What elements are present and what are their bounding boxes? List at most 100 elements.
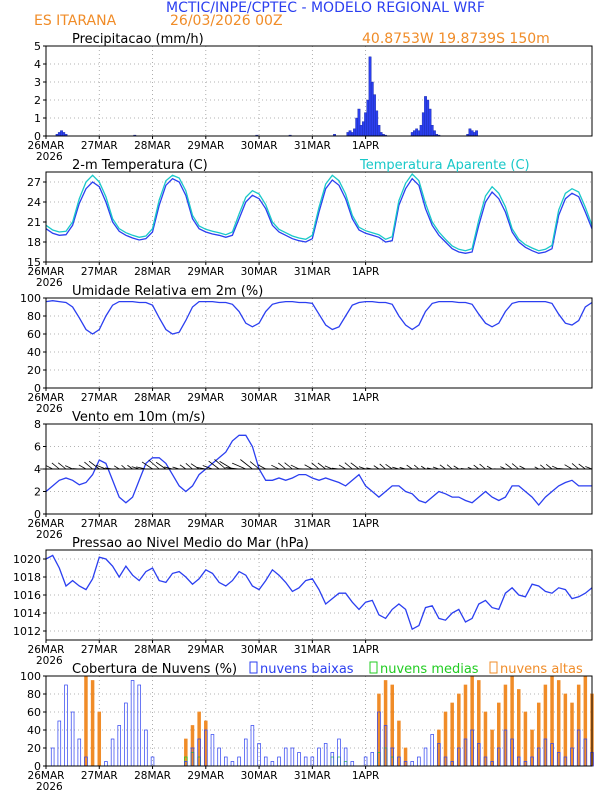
- cloud-bar-nuvens-baixas: [217, 747, 221, 767]
- wind-arrow: [439, 464, 446, 470]
- precip-ytick-label: 2: [34, 94, 41, 107]
- temp-xtick-label: 30MAR: [241, 266, 278, 278]
- cloud-bar-nuvens-baixas: [244, 738, 248, 767]
- clouds-xtick-label: 31MAR: [294, 770, 331, 782]
- temp-xtick-label: 28MAR: [134, 266, 171, 278]
- cloud-bar-nuvens-altas: [97, 711, 102, 767]
- temp-line-temperatura-aparente: [45, 172, 593, 252]
- wind-arrow: [304, 464, 313, 470]
- clouds-ytick-label: 20: [27, 742, 41, 755]
- cloud-bar-nuvens-baixas: [290, 747, 295, 767]
- cloud-bar-nuvens-altas: [503, 684, 508, 767]
- temp-year-label: 2026: [36, 277, 63, 289]
- wind-arrow: [214, 459, 227, 470]
- cloud-bar-nuvens-altas: [437, 729, 441, 767]
- wind-arrow: [479, 463, 486, 470]
- cloud-bar-nuvens-baixas: [70, 711, 75, 767]
- rh-ytick-label: 100: [20, 292, 41, 305]
- wind-arrow: [317, 462, 326, 470]
- cloud-bar-nuvens-baixas: [337, 738, 341, 767]
- wind-arrow: [121, 464, 127, 470]
- cloud-bar-nuvens-altas: [536, 702, 541, 767]
- rh-ytick-label: 40: [27, 346, 41, 359]
- clouds-title: Cobertura de Nuvens (%): [72, 662, 237, 677]
- cloud-bar-nuvens-baixas: [257, 743, 261, 767]
- wind-arrow: [564, 464, 573, 470]
- cloud-bar-nuvens-altas: [517, 689, 521, 767]
- clouds-xtick-label: 29MAR: [187, 770, 224, 782]
- temp-xtick-label: 26MAR: [28, 266, 65, 278]
- cloud-bar-nuvens-baixas: [230, 761, 235, 767]
- wind-arrow: [311, 462, 320, 470]
- precip-xtick-label: 27MAR: [81, 140, 118, 152]
- cloud-bar-nuvens-baixas: [224, 756, 228, 767]
- wind-arrow: [406, 464, 413, 470]
- pressure-ytick-label: 1020: [13, 553, 41, 566]
- wind-xtick-label: 29MAR: [187, 518, 224, 530]
- rh-xtick-label: 26MAR: [28, 392, 65, 404]
- wind-arrow: [127, 464, 133, 470]
- cloud-legend-swatch: [489, 661, 498, 674]
- temp-xtick-label: 27MAR: [81, 266, 118, 278]
- precip-xtick-label: 26MAR: [28, 140, 65, 152]
- clouds-frame: [45, 675, 593, 767]
- wind-xtick-label: 26MAR: [28, 518, 65, 530]
- cloud-bar-nuvens-baixas: [410, 761, 414, 767]
- cloud-legend-label: nuvens altas: [500, 662, 583, 677]
- cloud-bar-nuvens-altas: [450, 702, 454, 767]
- cloud-bar-nuvens-baixas: [137, 684, 141, 767]
- cloud-bar-nuvens-baixas: [110, 738, 115, 767]
- cloud-bar-nuvens-baixas: [297, 752, 301, 767]
- wind-arrow: [240, 459, 253, 470]
- wind-arrow: [51, 462, 60, 470]
- wind-arrow: [202, 465, 213, 470]
- wind-arrow: [185, 463, 193, 470]
- precip-frame: [45, 45, 593, 137]
- wind-arrow: [511, 463, 520, 470]
- pressure-xtick-label: 29MAR: [187, 644, 224, 656]
- cloud-bar-nuvens-baixas: [210, 734, 215, 767]
- rh-xtick-label: 1APR: [352, 392, 380, 404]
- wind-arrow: [96, 464, 107, 470]
- precip-xtick-label: 28MAR: [134, 140, 171, 152]
- cloud-bar-nuvens-altas: [550, 675, 554, 767]
- temp-frame: [45, 171, 593, 263]
- wind-title: Vento em 10m (m/s): [72, 410, 205, 425]
- clouds-ytick-label: 80: [27, 688, 41, 701]
- cloud-bar-nuvens-altas: [477, 680, 481, 767]
- wind-year-label: 2026: [36, 529, 63, 541]
- cloud-bar-nuvens-altas: [543, 684, 548, 767]
- wind-arrow: [413, 464, 420, 470]
- rh-ytick-label: 20: [27, 364, 41, 377]
- wind-arrow: [88, 460, 100, 470]
- precip-year-label: 2026: [36, 151, 63, 163]
- pressure-xtick-label: 31MAR: [294, 644, 331, 656]
- pressure-xtick-label: 1APR: [352, 644, 380, 656]
- wind-arrow: [446, 464, 453, 470]
- cloud-bar-nuvens-altas: [204, 720, 208, 767]
- wind-arrow: [571, 463, 579, 470]
- wind-arrow: [249, 461, 260, 470]
- cloud-bar-nuvens-altas: [556, 680, 561, 767]
- clouds-xtick-label: 26MAR: [28, 770, 65, 782]
- rh-year-label: 2026: [36, 403, 63, 415]
- wind-arrow: [65, 465, 73, 470]
- precip-ytick-label: 5: [34, 40, 41, 53]
- cloud-bar-nuvens-baixas: [277, 756, 281, 767]
- precip-xtick-label: 30MAR: [241, 140, 278, 152]
- rh-xtick-label: 29MAR: [187, 392, 224, 404]
- cloud-bar-nuvens-altas: [383, 680, 388, 767]
- pressure-ytick-label: 1012: [13, 625, 41, 638]
- wind-arrow: [473, 464, 480, 470]
- pressure-ytick-label: 1016: [13, 589, 41, 602]
- wind-xtick-label: 28MAR: [134, 518, 171, 530]
- cloud-bar-nuvens-baixas: [423, 747, 428, 767]
- clouds-xtick-label: 30MAR: [241, 770, 278, 782]
- cloud-bar-nuvens-medias: [337, 756, 341, 767]
- wind-arrow: [78, 464, 87, 470]
- precip-bar: [475, 130, 478, 137]
- wind-arrow: [373, 465, 380, 470]
- cloud-bar-nuvens-altas: [483, 711, 488, 767]
- temp-xtick-label: 1APR: [352, 266, 380, 278]
- wind-arrow: [545, 464, 553, 470]
